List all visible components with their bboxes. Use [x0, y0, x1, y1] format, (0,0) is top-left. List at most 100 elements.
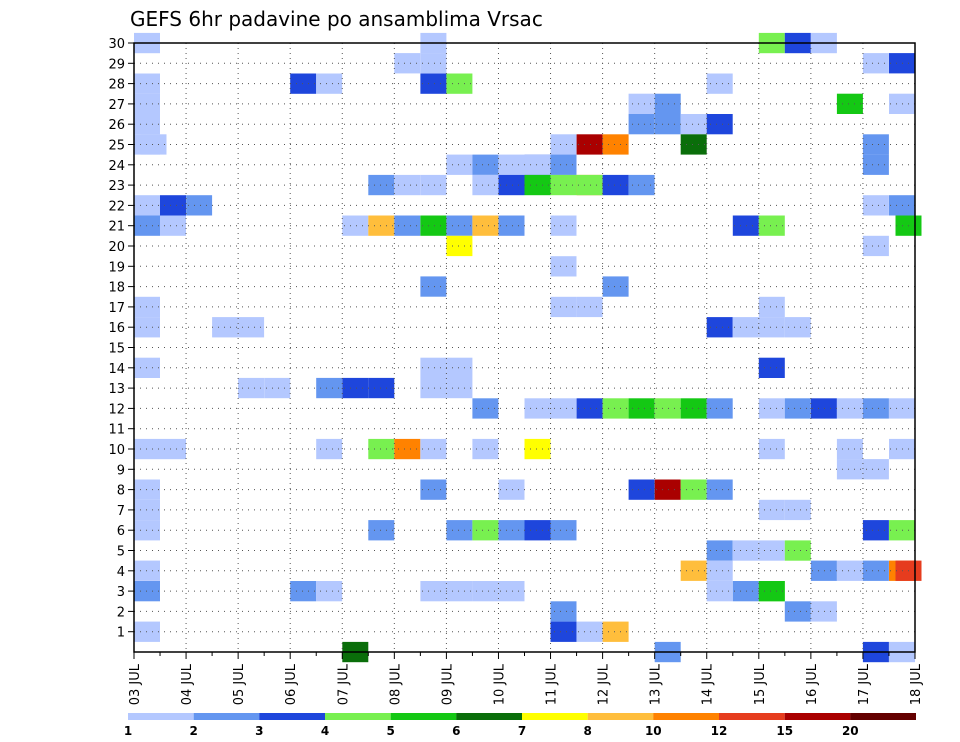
precip-cell	[862, 154, 889, 175]
precip-cell	[680, 134, 707, 155]
y-tick-label: 24	[108, 159, 125, 174]
legend-swatch	[522, 713, 588, 720]
precip-cell	[706, 398, 733, 419]
precip-cell	[550, 601, 577, 622]
precip-cell	[836, 459, 863, 480]
x-tick-label: 07 JUL	[336, 663, 351, 705]
precip-cell	[706, 73, 733, 94]
precip-cell	[498, 581, 525, 602]
precip-cell	[160, 438, 186, 460]
precip-cell	[498, 174, 525, 196]
precip-cell	[862, 560, 889, 581]
color-legend: 1 2 3 4 5 6 7 8 10 12 15 20	[124, 713, 916, 738]
precip-cell	[706, 540, 733, 561]
legend-label: 1	[124, 724, 132, 738]
y-tick-label: 30	[108, 37, 125, 52]
precip-cell	[654, 398, 681, 419]
legend-swatch	[653, 713, 719, 720]
precip-cell	[810, 601, 837, 622]
y-tick-label: 16	[108, 321, 125, 336]
y-tick-label: 8	[117, 484, 125, 499]
precip-cell	[498, 520, 525, 541]
precip-cell	[706, 114, 733, 135]
precip-cell	[576, 621, 603, 642]
precip-cell	[706, 581, 733, 602]
precip-cell	[680, 398, 707, 419]
legend-swatch	[390, 713, 457, 720]
precip-cell	[576, 174, 603, 196]
y-tick-label: 26	[108, 118, 125, 133]
precip-cell	[420, 438, 447, 460]
precip-cell	[446, 154, 473, 175]
y-tick-label: 10	[108, 443, 125, 458]
precip-cell	[472, 398, 499, 419]
precip-cell	[758, 398, 785, 419]
legend-label: 10	[645, 724, 662, 738]
precip-cell	[628, 114, 655, 135]
precip-cell	[290, 581, 317, 602]
y-tick-label: 28	[108, 78, 125, 93]
y-tick-label: 2	[117, 605, 125, 620]
precip-cell	[446, 377, 473, 399]
precip-cell	[550, 154, 577, 175]
precip-cell	[498, 215, 525, 236]
precip-cell	[472, 581, 499, 602]
precip-cell	[316, 377, 343, 399]
precip-cell	[758, 438, 785, 460]
precip-cell	[420, 276, 447, 297]
precip-cell	[420, 377, 447, 399]
cells-layer	[134, 32, 922, 663]
precip-cell	[498, 154, 525, 175]
precip-cell	[290, 73, 317, 94]
precip-cell	[316, 581, 343, 602]
precip-cell	[524, 438, 551, 460]
precip-cell	[836, 560, 863, 581]
precip-cell	[160, 195, 186, 216]
precip-cell	[628, 174, 655, 196]
precip-cell	[654, 93, 681, 114]
precip-cell	[472, 438, 499, 460]
precip-cell	[784, 398, 811, 419]
x-tick-label: 09 JUL	[440, 663, 455, 705]
precip-cell	[368, 520, 395, 541]
precip-cell	[732, 540, 759, 561]
precip-cell	[342, 215, 369, 236]
legend-swatch	[259, 713, 325, 720]
y-tick-label: 5	[117, 545, 125, 560]
x-tick-label: 05 JUL	[232, 663, 247, 705]
precip-cell	[420, 73, 447, 94]
legend-swatch	[193, 713, 260, 720]
y-tick-label: 1	[117, 626, 125, 641]
precip-cell	[862, 195, 889, 216]
y-tick-label: 27	[108, 98, 125, 113]
precip-cell	[420, 479, 447, 500]
precip-cell	[368, 215, 395, 236]
legend-label: 15	[776, 724, 793, 738]
precip-cell	[420, 357, 447, 378]
legend-label: 3	[255, 724, 263, 738]
legend-label: 8	[584, 724, 592, 738]
precip-cell	[186, 195, 213, 216]
x-tick-label: 08 JUL	[388, 663, 403, 705]
precip-cell	[550, 174, 577, 196]
legend-swatch	[128, 713, 194, 720]
precip-cell	[420, 215, 447, 236]
precip-cell	[758, 357, 785, 378]
y-tick-label: 13	[108, 382, 125, 397]
precip-cell	[680, 560, 707, 581]
precip-cell	[862, 459, 889, 480]
y-tick-label: 17	[108, 301, 125, 316]
precip-cell	[862, 53, 889, 74]
legend-label: 4	[321, 724, 329, 738]
precip-cell	[446, 73, 473, 94]
precip-cell	[602, 174, 629, 196]
precip-cell	[758, 499, 785, 521]
precip-cell	[238, 377, 265, 399]
precip-cell	[628, 479, 655, 500]
precip-cell	[758, 540, 785, 561]
legend-label: 2	[190, 724, 198, 738]
precip-cell	[862, 520, 889, 541]
x-axis: 03 JUL 04 JUL 05 JUL 06 JUL 07 JUL 08 JUL 09 J…	[128, 652, 924, 705]
x-tick-label: 12 JUL	[597, 663, 612, 705]
precip-cell	[238, 317, 265, 338]
